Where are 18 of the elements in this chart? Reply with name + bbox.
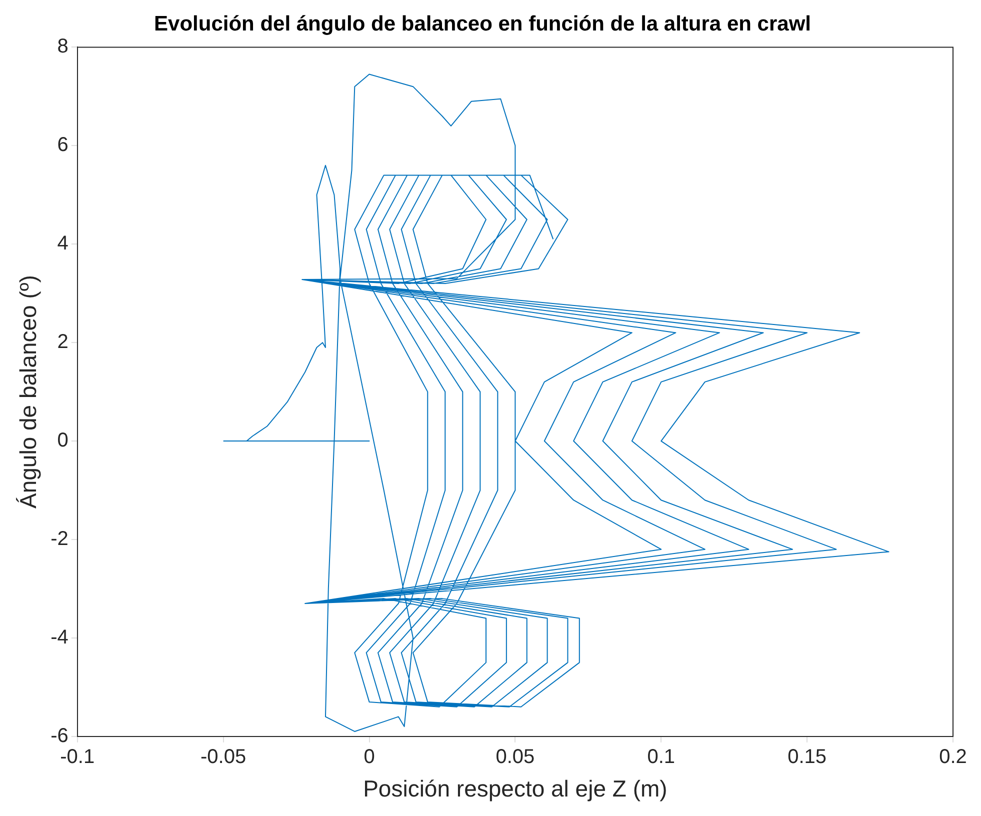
x-tick-label: 0: [364, 746, 375, 768]
y-axis-title: Ángulo de balanceo (º): [15, 275, 42, 509]
x-tick-label: 0.1: [647, 746, 676, 768]
x-tick-label: -0.05: [200, 746, 246, 768]
y-tick-label: 2: [57, 331, 68, 354]
y-tick-label: -2: [50, 528, 68, 550]
y-tick-label: -4: [50, 626, 68, 648]
y-tick-label: -6: [50, 724, 68, 747]
x-tick-label: 0.2: [939, 746, 967, 768]
x-axis-title: Posición respecto al eje Z (m): [363, 776, 668, 802]
chart-title: Evolución del ángulo de balanceo en función de la altura en crawl: [154, 12, 811, 36]
x-tick-label: -0.1: [60, 746, 95, 768]
y-tick-label: 4: [57, 232, 68, 255]
x-tick-label: 0.15: [788, 746, 827, 768]
y-tick-label: 8: [57, 36, 68, 58]
y-tick-label: 0: [57, 430, 68, 452]
y-tick-label: 6: [57, 134, 68, 156]
x-tick-label: 0.05: [496, 746, 535, 768]
